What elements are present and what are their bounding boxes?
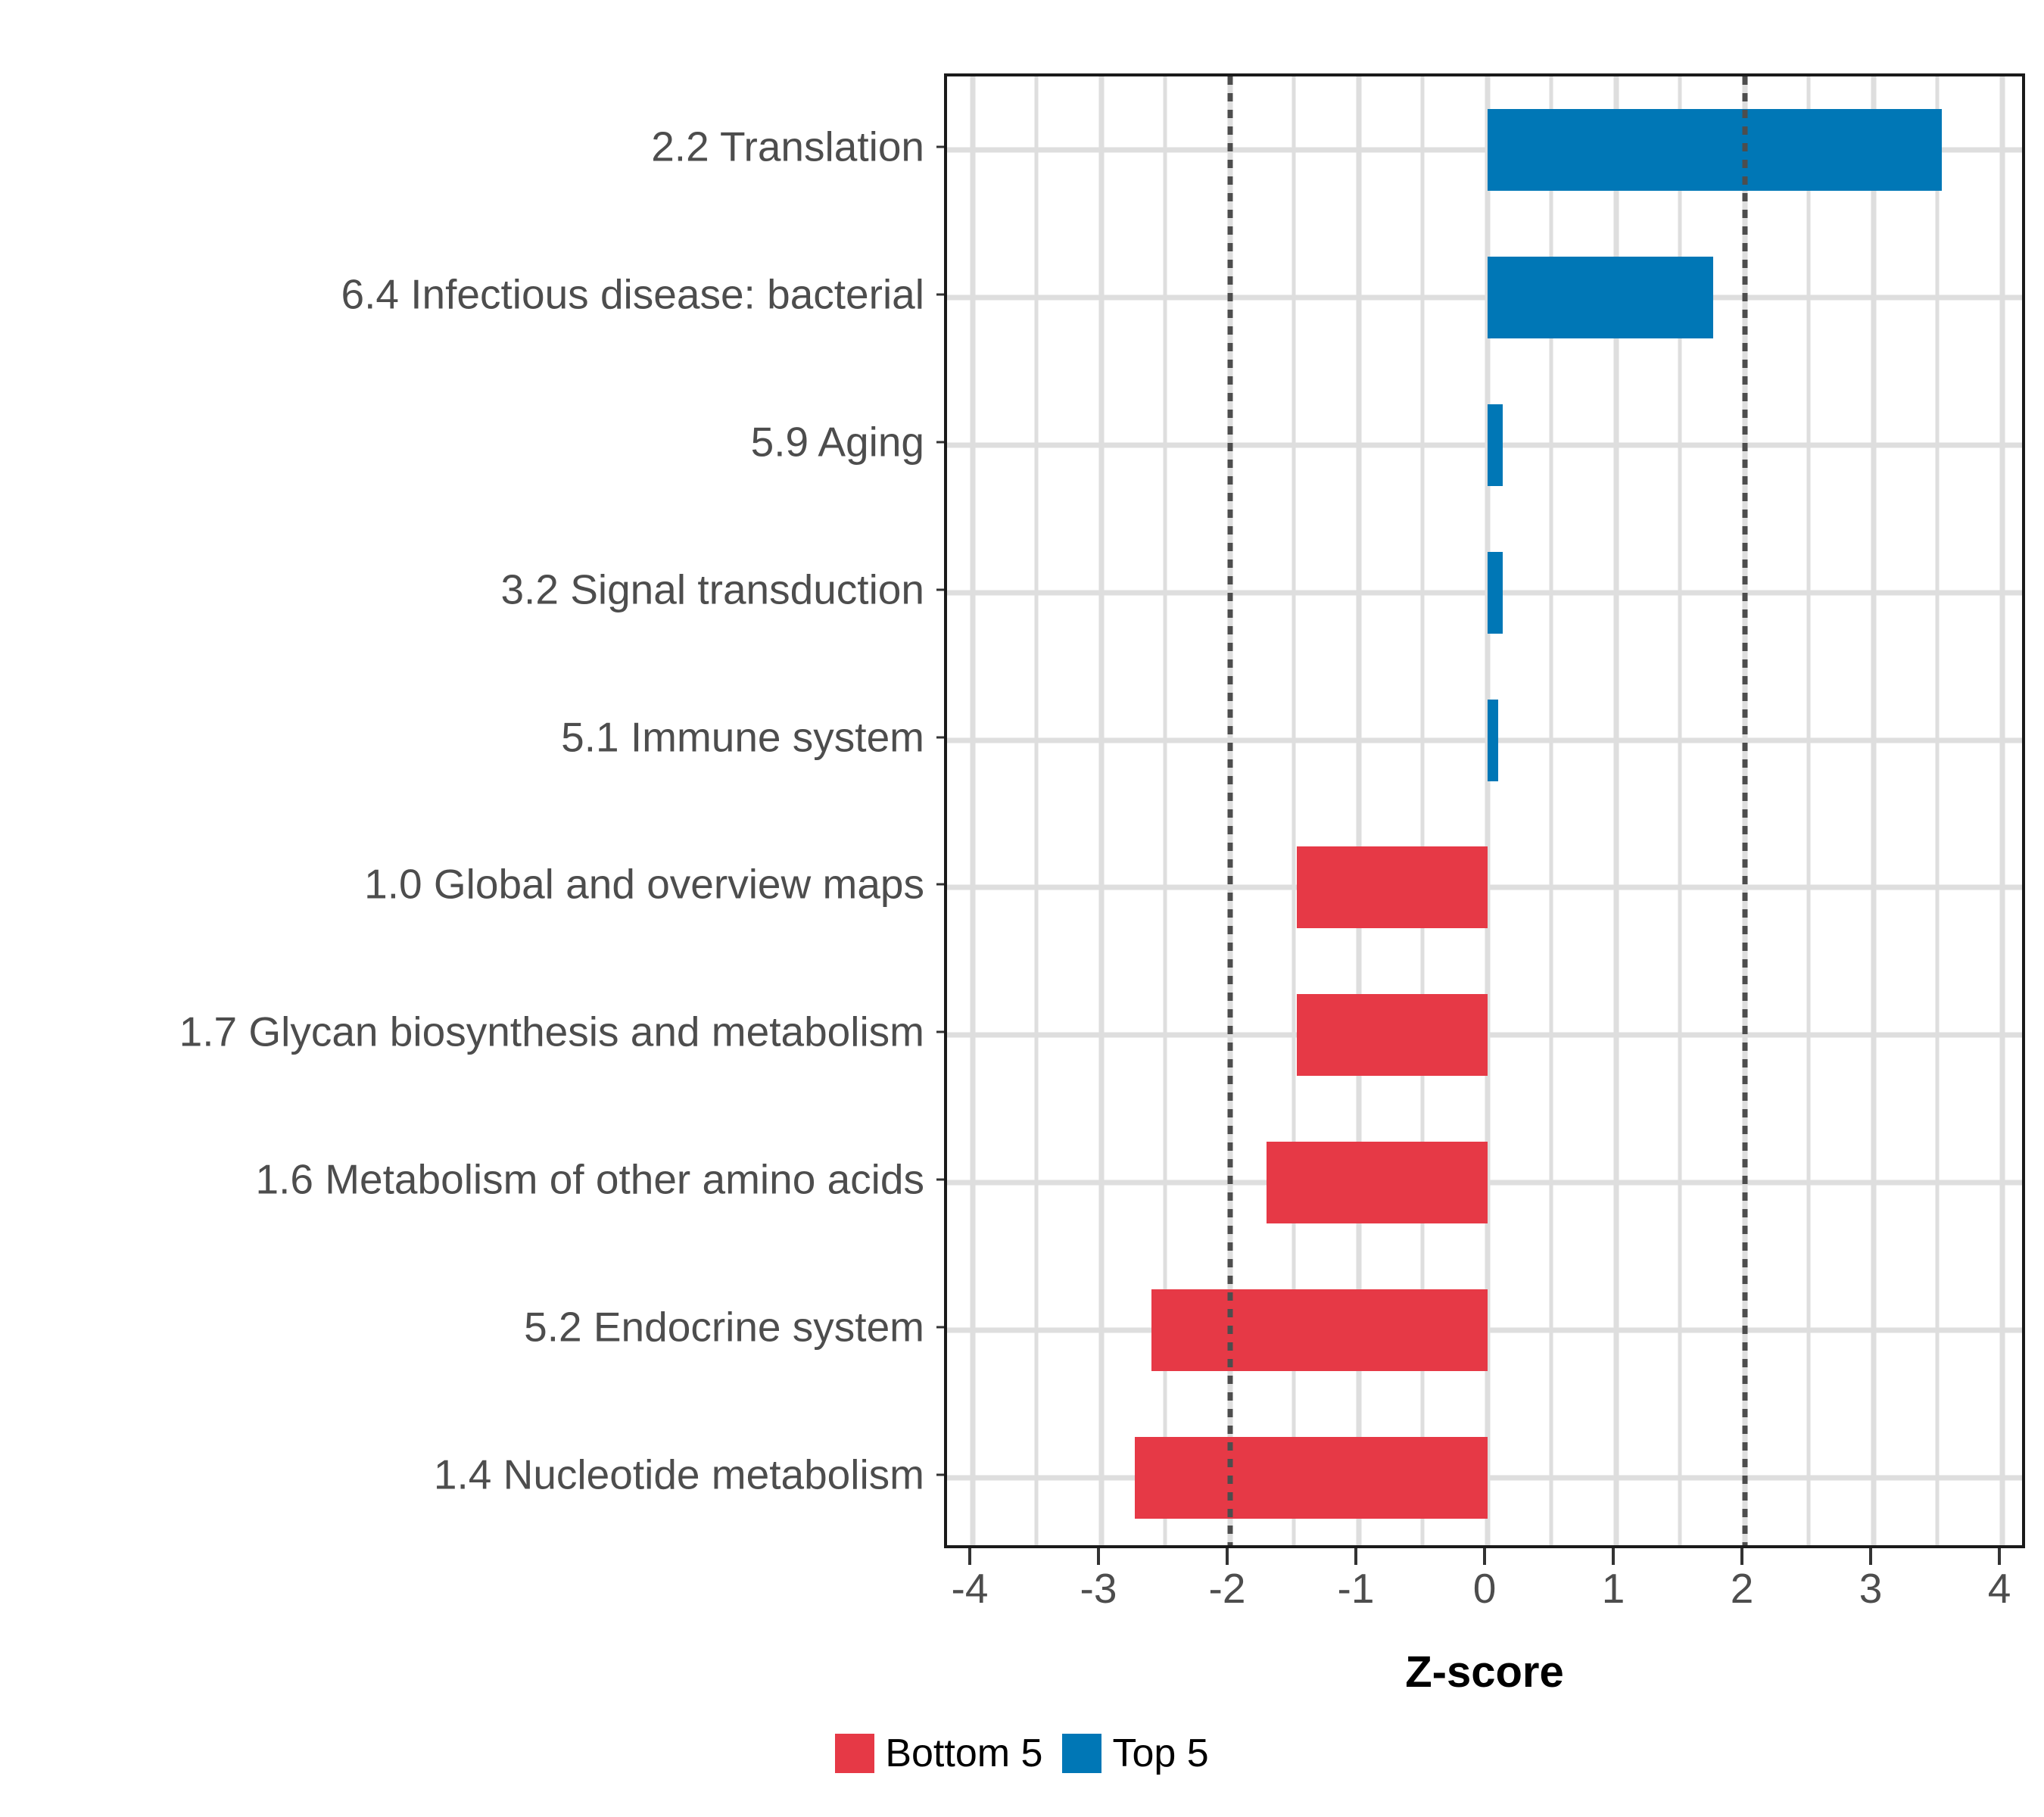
y-axis-tick-label: 5.9 Aging: [750, 418, 924, 466]
y-axis-tick-mark: [936, 145, 944, 148]
legend-label: Top 5: [1112, 1731, 1209, 1775]
gridline-major-vertical: [1485, 76, 1491, 1545]
x-axis-tick-mark: [968, 1548, 971, 1565]
threshold-line: [1227, 76, 1233, 1545]
y-axis-tick-label: 1.6 Metabolism of other amino acids: [255, 1155, 925, 1203]
x-axis-tick-mark: [1226, 1548, 1229, 1565]
bar: [1151, 1289, 1488, 1371]
gridline-minor-vertical: [1034, 76, 1039, 1545]
y-axis-tick-mark: [936, 588, 944, 591]
bar: [1297, 994, 1488, 1077]
legend-swatch-icon: [1062, 1734, 1102, 1773]
gridline-major-vertical: [1613, 76, 1619, 1545]
y-axis-tick-label: 5.1 Immune system: [561, 713, 924, 761]
x-axis-tick-label: 1: [1601, 1565, 1625, 1612]
chart-legend: Bottom 5 Top 5: [0, 1734, 2044, 1773]
gridline-minor-vertical: [1806, 76, 1811, 1545]
gridline-minor-vertical: [1420, 76, 1425, 1545]
y-axis-tick-mark: [936, 1030, 944, 1033]
gridline-minor-vertical: [1935, 76, 1940, 1545]
bar: [1266, 1142, 1488, 1223]
x-axis-title: Z-score: [1405, 1647, 1564, 1697]
gridline-major-vertical: [1356, 76, 1362, 1545]
gridline-minor-vertical: [1292, 76, 1296, 1545]
x-axis: -4 -3 -2 -1 0 1 2 3 4: [944, 1548, 2025, 1639]
x-axis-tick-label: 4: [1987, 1565, 2011, 1612]
plot-area: [947, 76, 2022, 1545]
x-axis-tick-mark: [1740, 1548, 1743, 1565]
gridline-horizontal: [947, 737, 2022, 743]
y-axis-tick-label: 2.2 Translation: [651, 123, 924, 170]
legend-label: Bottom 5: [885, 1731, 1043, 1775]
bar: [1297, 846, 1488, 929]
gridline-minor-vertical: [1163, 76, 1167, 1545]
y-axis-tick-label: 1.7 Glycan biosynthesis and metabolism: [179, 1008, 924, 1055]
x-axis-tick-mark: [1612, 1548, 1615, 1565]
x-axis-tick-mark: [1354, 1548, 1357, 1565]
bar: [1135, 1436, 1488, 1519]
y-axis-tick-label: 6.4 Infectious disease: bacterial: [341, 270, 924, 318]
x-axis-tick-label: 3: [1859, 1565, 1883, 1612]
y-axis-tick-mark: [936, 441, 944, 444]
y-axis-tick-mark: [936, 883, 944, 886]
gridline-horizontal: [947, 442, 2022, 448]
x-axis-tick-mark: [1483, 1548, 1486, 1565]
x-axis-tick-mark: [1998, 1548, 2001, 1565]
y-axis-labels: 2.2 Translation 6.4 Infectious disease: b…: [0, 73, 944, 1548]
x-axis-tick-label: -3: [1080, 1565, 1117, 1612]
y-axis-tick-label: 1.4 Nucleotide metabolism: [433, 1451, 924, 1498]
bar: [1488, 109, 1943, 192]
x-axis-tick-label: -4: [951, 1565, 989, 1612]
gridline-major-vertical: [1098, 76, 1105, 1545]
plot-panel: [944, 73, 2025, 1548]
y-axis-tick-mark: [936, 1473, 944, 1476]
gridline-major-vertical: [1871, 76, 1877, 1545]
y-axis-tick-label: 1.0 Global and overview maps: [364, 860, 924, 908]
bar: [1488, 699, 1498, 781]
x-axis-tick-label: 0: [1472, 1565, 1497, 1612]
x-axis-tick-mark: [1869, 1548, 1872, 1565]
x-axis-tick-mark: [1097, 1548, 1100, 1565]
gridline-horizontal: [947, 147, 2022, 153]
bar: [1488, 404, 1503, 486]
gridline-minor-vertical: [1678, 76, 1682, 1545]
bar: [1488, 551, 1503, 634]
gridline-horizontal: [947, 295, 2022, 301]
gridline-horizontal: [947, 590, 2022, 596]
x-axis-tick-label: 2: [1730, 1565, 1754, 1612]
legend-item[interactable]: Bottom 5: [835, 1734, 1042, 1773]
y-axis-tick-mark: [936, 1326, 944, 1329]
gridline-major-vertical: [970, 76, 976, 1545]
y-axis-tick-mark: [936, 736, 944, 739]
gridline-major-vertical: [1999, 76, 2005, 1545]
gridline-minor-vertical: [1549, 76, 1553, 1545]
threshold-line: [1742, 76, 1748, 1545]
y-axis-tick-label: 3.2 Signal transduction: [500, 566, 924, 613]
y-axis-tick-label: 5.2 Endocrine system: [524, 1303, 924, 1351]
bar: [1488, 257, 1713, 339]
legend-swatch-icon: [835, 1734, 875, 1773]
x-axis-tick-label: -2: [1208, 1565, 1246, 1612]
x-axis-tick-label: -1: [1337, 1565, 1375, 1612]
legend-item[interactable]: Top 5: [1062, 1731, 1209, 1775]
y-axis-tick-mark: [936, 293, 944, 296]
y-axis-tick-mark: [936, 1178, 944, 1181]
